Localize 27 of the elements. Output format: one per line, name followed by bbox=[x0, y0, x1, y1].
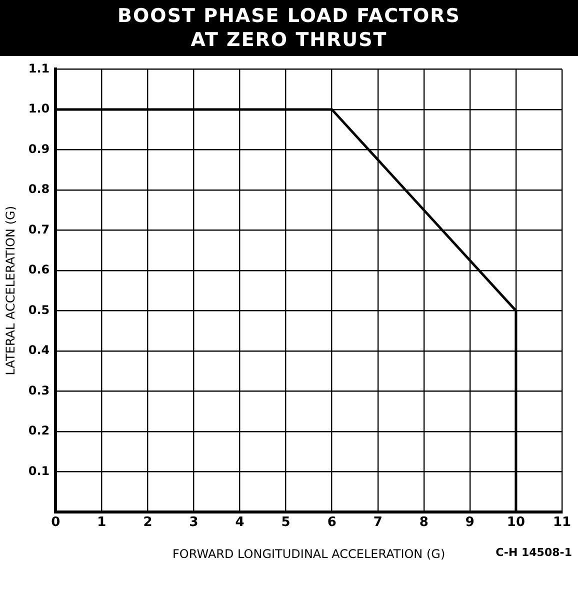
y-tick-label: 0.4 bbox=[28, 343, 50, 358]
text: C-H 14508-1 bbox=[496, 546, 572, 561]
x-tick-label: 9 bbox=[465, 515, 474, 530]
x-tick-label: 10 bbox=[506, 515, 526, 530]
x-tick-label: 5 bbox=[281, 515, 290, 530]
y-tick-label: 0.6 bbox=[28, 262, 50, 277]
x-tick-label: 2 bbox=[143, 515, 152, 530]
x-axis-title: FORWARD LONGITUDINAL ACCELERATION (G) bbox=[172, 546, 446, 561]
x-tick-label: 6 bbox=[327, 515, 336, 530]
y-tick-label: 1.0 bbox=[28, 102, 50, 116]
chart-title: BOOST PHASE LOAD FACTORS AT ZERO THRUST bbox=[0, 0, 578, 56]
y-tick-label: 0.3 bbox=[28, 383, 50, 398]
x-tick-label: 1 bbox=[97, 515, 106, 530]
y-tick-label: 0.7 bbox=[28, 222, 50, 236]
y-tick-label: 0.9 bbox=[28, 142, 50, 156]
y-tick-label: 0.8 bbox=[28, 182, 50, 196]
y-tick-label: 0.5 bbox=[28, 302, 50, 317]
x-tick-label: 3 bbox=[189, 515, 198, 530]
x-tick-label: 11 bbox=[552, 515, 572, 530]
x-tick-label: 7 bbox=[373, 515, 382, 530]
x-tick-label: 4 bbox=[235, 515, 244, 530]
y-tick-label: 0.2 bbox=[28, 424, 50, 438]
y-tick-label: 0.1 bbox=[28, 464, 50, 478]
x-tick-label: 8 bbox=[419, 515, 428, 530]
y-tick-label: 1.1 bbox=[28, 61, 50, 76]
y-axis-title: LATERAL ACCELERATION (G) bbox=[3, 206, 18, 376]
x-tick-label: 0 bbox=[51, 515, 60, 530]
